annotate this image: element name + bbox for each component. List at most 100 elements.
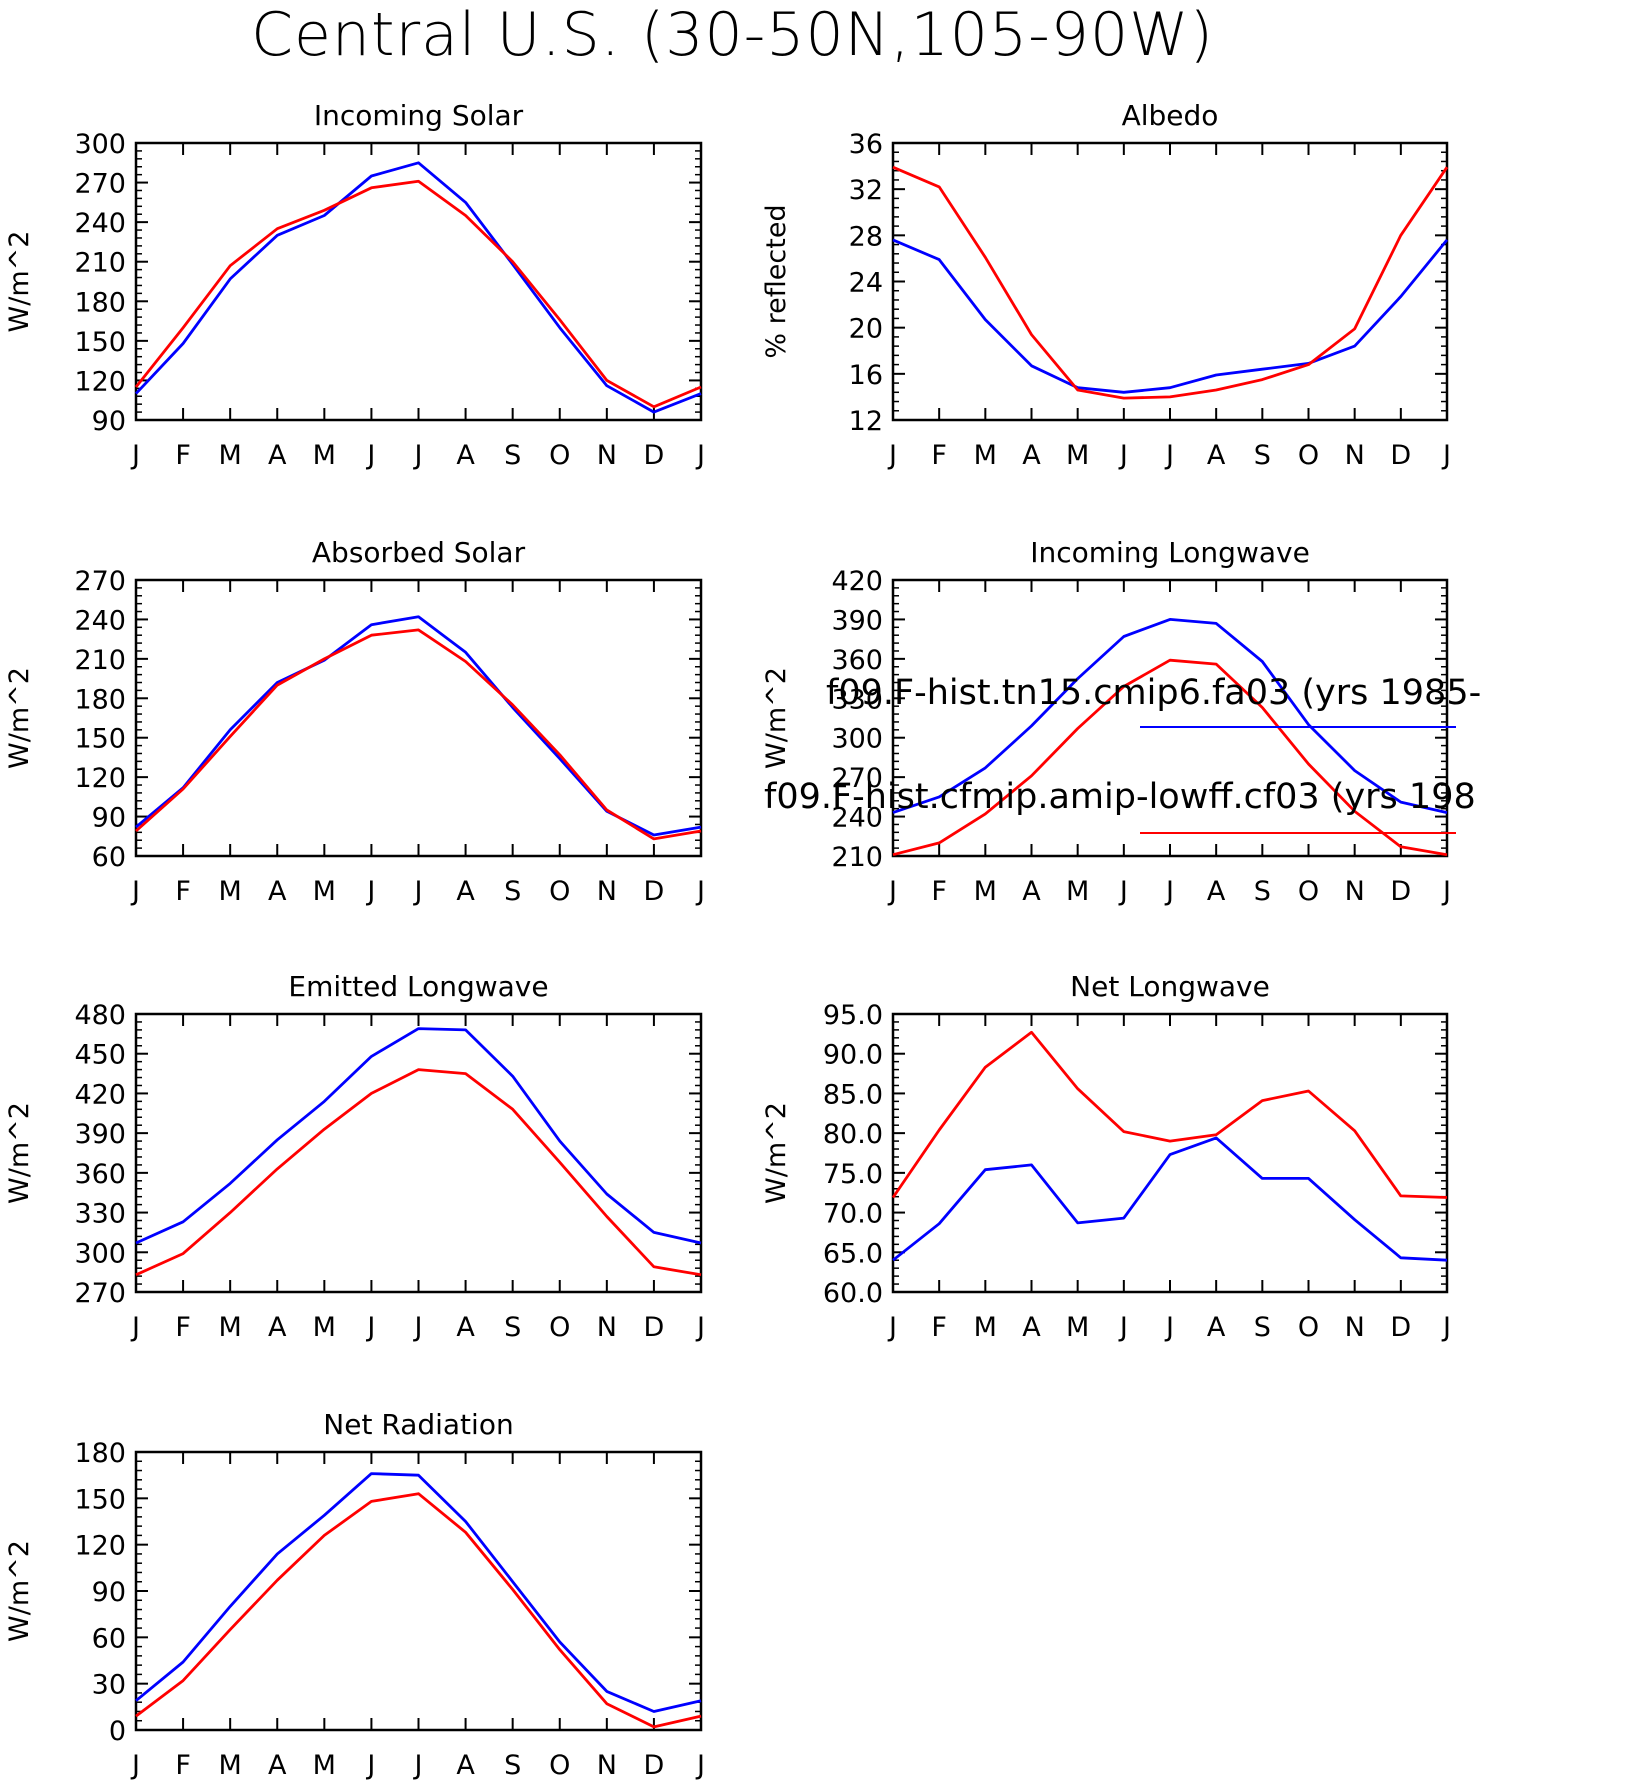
x-tick-label: M (313, 440, 336, 471)
x-tick-label: J (1164, 440, 1174, 471)
x-tick-label: A (268, 1312, 287, 1343)
chart-panel-3: J F M A M J J A S O N D J6090120150180210240270Absor… (4, 536, 705, 907)
y-tick-label: 60 (92, 1623, 126, 1654)
legend-entry-2-line (1140, 832, 1456, 834)
x-tick-label: F (175, 1750, 191, 1781)
x-tick-label: M (974, 1312, 997, 1343)
x-tick-label: A (456, 440, 475, 471)
series-line-1 (135, 1472, 702, 1713)
x-tick-label: N (1345, 876, 1365, 907)
y-tick-label: 210 (74, 248, 126, 279)
x-tick-label: M (1066, 876, 1089, 907)
y-tick-label: 420 (831, 566, 883, 597)
y-tick-label: 300 (74, 129, 126, 160)
x-tick-label: F (931, 1312, 947, 1343)
y-tick-label: 180 (74, 1438, 126, 1469)
x-tick-label: A (268, 440, 287, 471)
y-tick-label: 150 (74, 724, 126, 755)
y-tick-label: 270 (74, 1278, 126, 1309)
x-tick-label: D (644, 440, 665, 471)
y-tick-label: 32 (849, 175, 883, 206)
x-tick-label: F (175, 440, 191, 471)
y-tick-label: 390 (74, 1119, 126, 1150)
x-tick-label: N (597, 876, 617, 907)
x-tick-label: N (597, 440, 617, 471)
y-tick-label: 16 (849, 360, 883, 391)
y-tick-label: 270 (831, 763, 883, 794)
y-tick-label: 150 (74, 1484, 126, 1515)
x-tick-label: M (219, 440, 242, 471)
chart-title: Net Longwave (1070, 970, 1270, 1003)
y-tick-label: 390 (831, 605, 883, 636)
legend-entry-2-label: f09.F-hist.cfmip.amip-lowff.cf03 (yrs 19… (764, 777, 1476, 817)
x-tick-label: N (1345, 1312, 1365, 1343)
y-tick-label: 300 (831, 724, 883, 755)
y-tick-label: 270 (74, 566, 126, 597)
series-line-2 (892, 658, 1448, 857)
x-tick-label: J (1164, 876, 1174, 907)
x-tick-label: O (549, 1312, 570, 1343)
y-tick-label: 75.0 (823, 1159, 883, 1190)
y-tick-label: 240 (74, 208, 126, 239)
x-tick-label: O (549, 440, 570, 471)
x-tick-label: M (313, 876, 336, 907)
y-tick-label: 180 (74, 287, 126, 318)
y-tick-label: 28 (849, 221, 883, 252)
x-tick-label: A (268, 876, 287, 907)
x-tick-label: J (130, 1750, 140, 1781)
x-tick-label: J (413, 1312, 423, 1343)
chart-panel-4: J F M A M J J A S O N D J210240270300330360390420Inc… (761, 536, 1451, 907)
x-tick-label: J (413, 440, 423, 471)
y-tick-label: 60 (92, 842, 126, 873)
x-tick-label: J (887, 876, 897, 907)
x-tick-label: J (1164, 1312, 1174, 1343)
x-tick-label: S (1254, 440, 1271, 471)
y-tick-label: 80.0 (823, 1119, 883, 1150)
y-tick-label: 480 (74, 1000, 126, 1031)
x-tick-label: A (456, 1312, 475, 1343)
y-axis-label: W/m^2 (4, 667, 35, 769)
y-tick-label: 450 (74, 1040, 126, 1071)
y-axis-label: W/m^2 (4, 231, 35, 333)
y-tick-label: 330 (831, 684, 883, 715)
plot-frame (891, 1012, 1449, 1294)
y-tick-label: 180 (74, 684, 126, 715)
x-tick-label: S (504, 876, 521, 907)
y-tick-label: 12 (849, 406, 883, 437)
series-line-1 (135, 1027, 702, 1245)
chart-panel-5: J F M A M J J A S O N D J270300330360390420450480Emi… (4, 970, 705, 1343)
x-tick-label: N (597, 1750, 617, 1781)
y-axis-label: W/m^2 (761, 667, 792, 769)
chart-title: Absorbed Solar (312, 536, 526, 569)
y-tick-label: 120 (74, 366, 126, 397)
x-tick-label: S (1254, 1312, 1271, 1343)
series-line-2 (135, 1068, 702, 1277)
y-tick-label: 120 (74, 763, 126, 794)
y-tick-label: 300 (74, 1238, 126, 1269)
y-tick-label: 240 (831, 803, 883, 834)
chart-title: Albedo (1122, 99, 1219, 132)
y-tick-label: 20 (849, 314, 883, 345)
x-tick-label: O (1298, 1312, 1319, 1343)
series-line-2 (135, 628, 702, 841)
y-tick-label: 36 (849, 129, 883, 160)
y-tick-label: 90.0 (823, 1040, 883, 1071)
x-tick-label: J (130, 876, 140, 907)
y-tick-label: 24 (849, 268, 883, 299)
x-tick-label: J (1118, 1312, 1128, 1343)
x-tick-label: M (219, 876, 242, 907)
x-tick-label: M (219, 1750, 242, 1781)
y-tick-label: 150 (74, 327, 126, 358)
x-tick-label: A (1207, 876, 1226, 907)
x-tick-label: A (268, 1750, 287, 1781)
x-tick-label: O (549, 876, 570, 907)
x-tick-label: M (313, 1750, 336, 1781)
x-tick-label: F (931, 440, 947, 471)
x-tick-label: J (1441, 876, 1451, 907)
x-tick-label: J (130, 440, 140, 471)
y-axis-label: W/m^2 (761, 1102, 792, 1204)
x-tick-label: M (1066, 1312, 1089, 1343)
